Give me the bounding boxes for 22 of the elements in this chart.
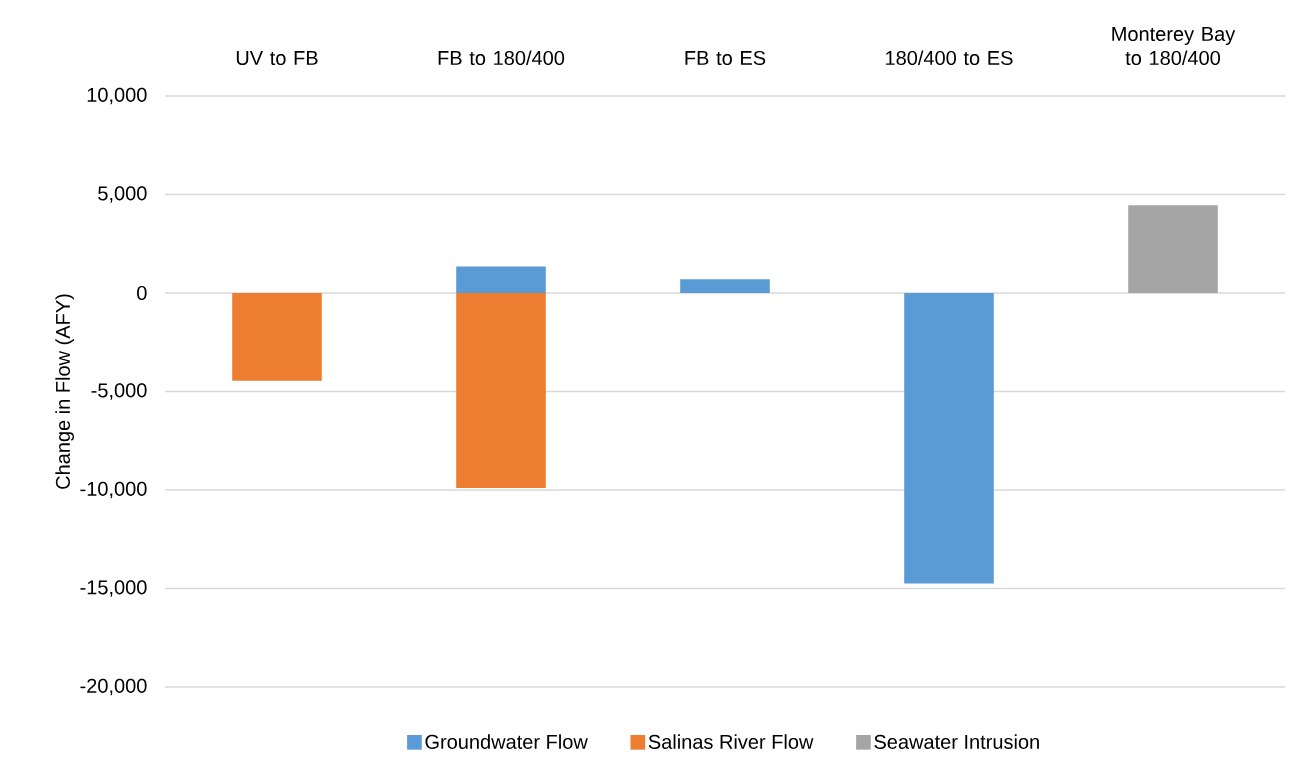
- legend-label: Salinas River Flow: [648, 734, 814, 749]
- bar: [1128, 205, 1218, 293]
- y-tick-label: -15,000: [80, 580, 147, 597]
- bar: [904, 293, 994, 584]
- x-tick-label: FB to 180/400: [438, 50, 565, 66]
- bar: [232, 293, 322, 381]
- y-tick-label: -20,000: [80, 678, 147, 696]
- x-tick-label: UV to FB: [236, 51, 318, 66]
- y-axis-title: Change in Flow (AFY): [55, 294, 74, 489]
- y-tick-label: 0: [137, 285, 147, 301]
- y-tick-label: -10,000: [80, 481, 147, 499]
- y-tick-label: 5,000: [98, 186, 147, 203]
- bar: [680, 279, 770, 293]
- y-tick-label: 10,000: [87, 87, 147, 105]
- bar: [456, 266, 546, 293]
- legend-label: Groundwater Flow: [425, 734, 588, 749]
- bar: [456, 293, 546, 489]
- legend-label: Seawater Intrusion: [874, 734, 1039, 749]
- x-tick-label: 180/400 to ES: [886, 50, 1013, 66]
- x-tick-label: Monterey Bay to 180/400: [1112, 27, 1236, 66]
- y-tick-label: -5,000: [91, 383, 147, 400]
- x-tick-label: FB to ES: [685, 50, 766, 66]
